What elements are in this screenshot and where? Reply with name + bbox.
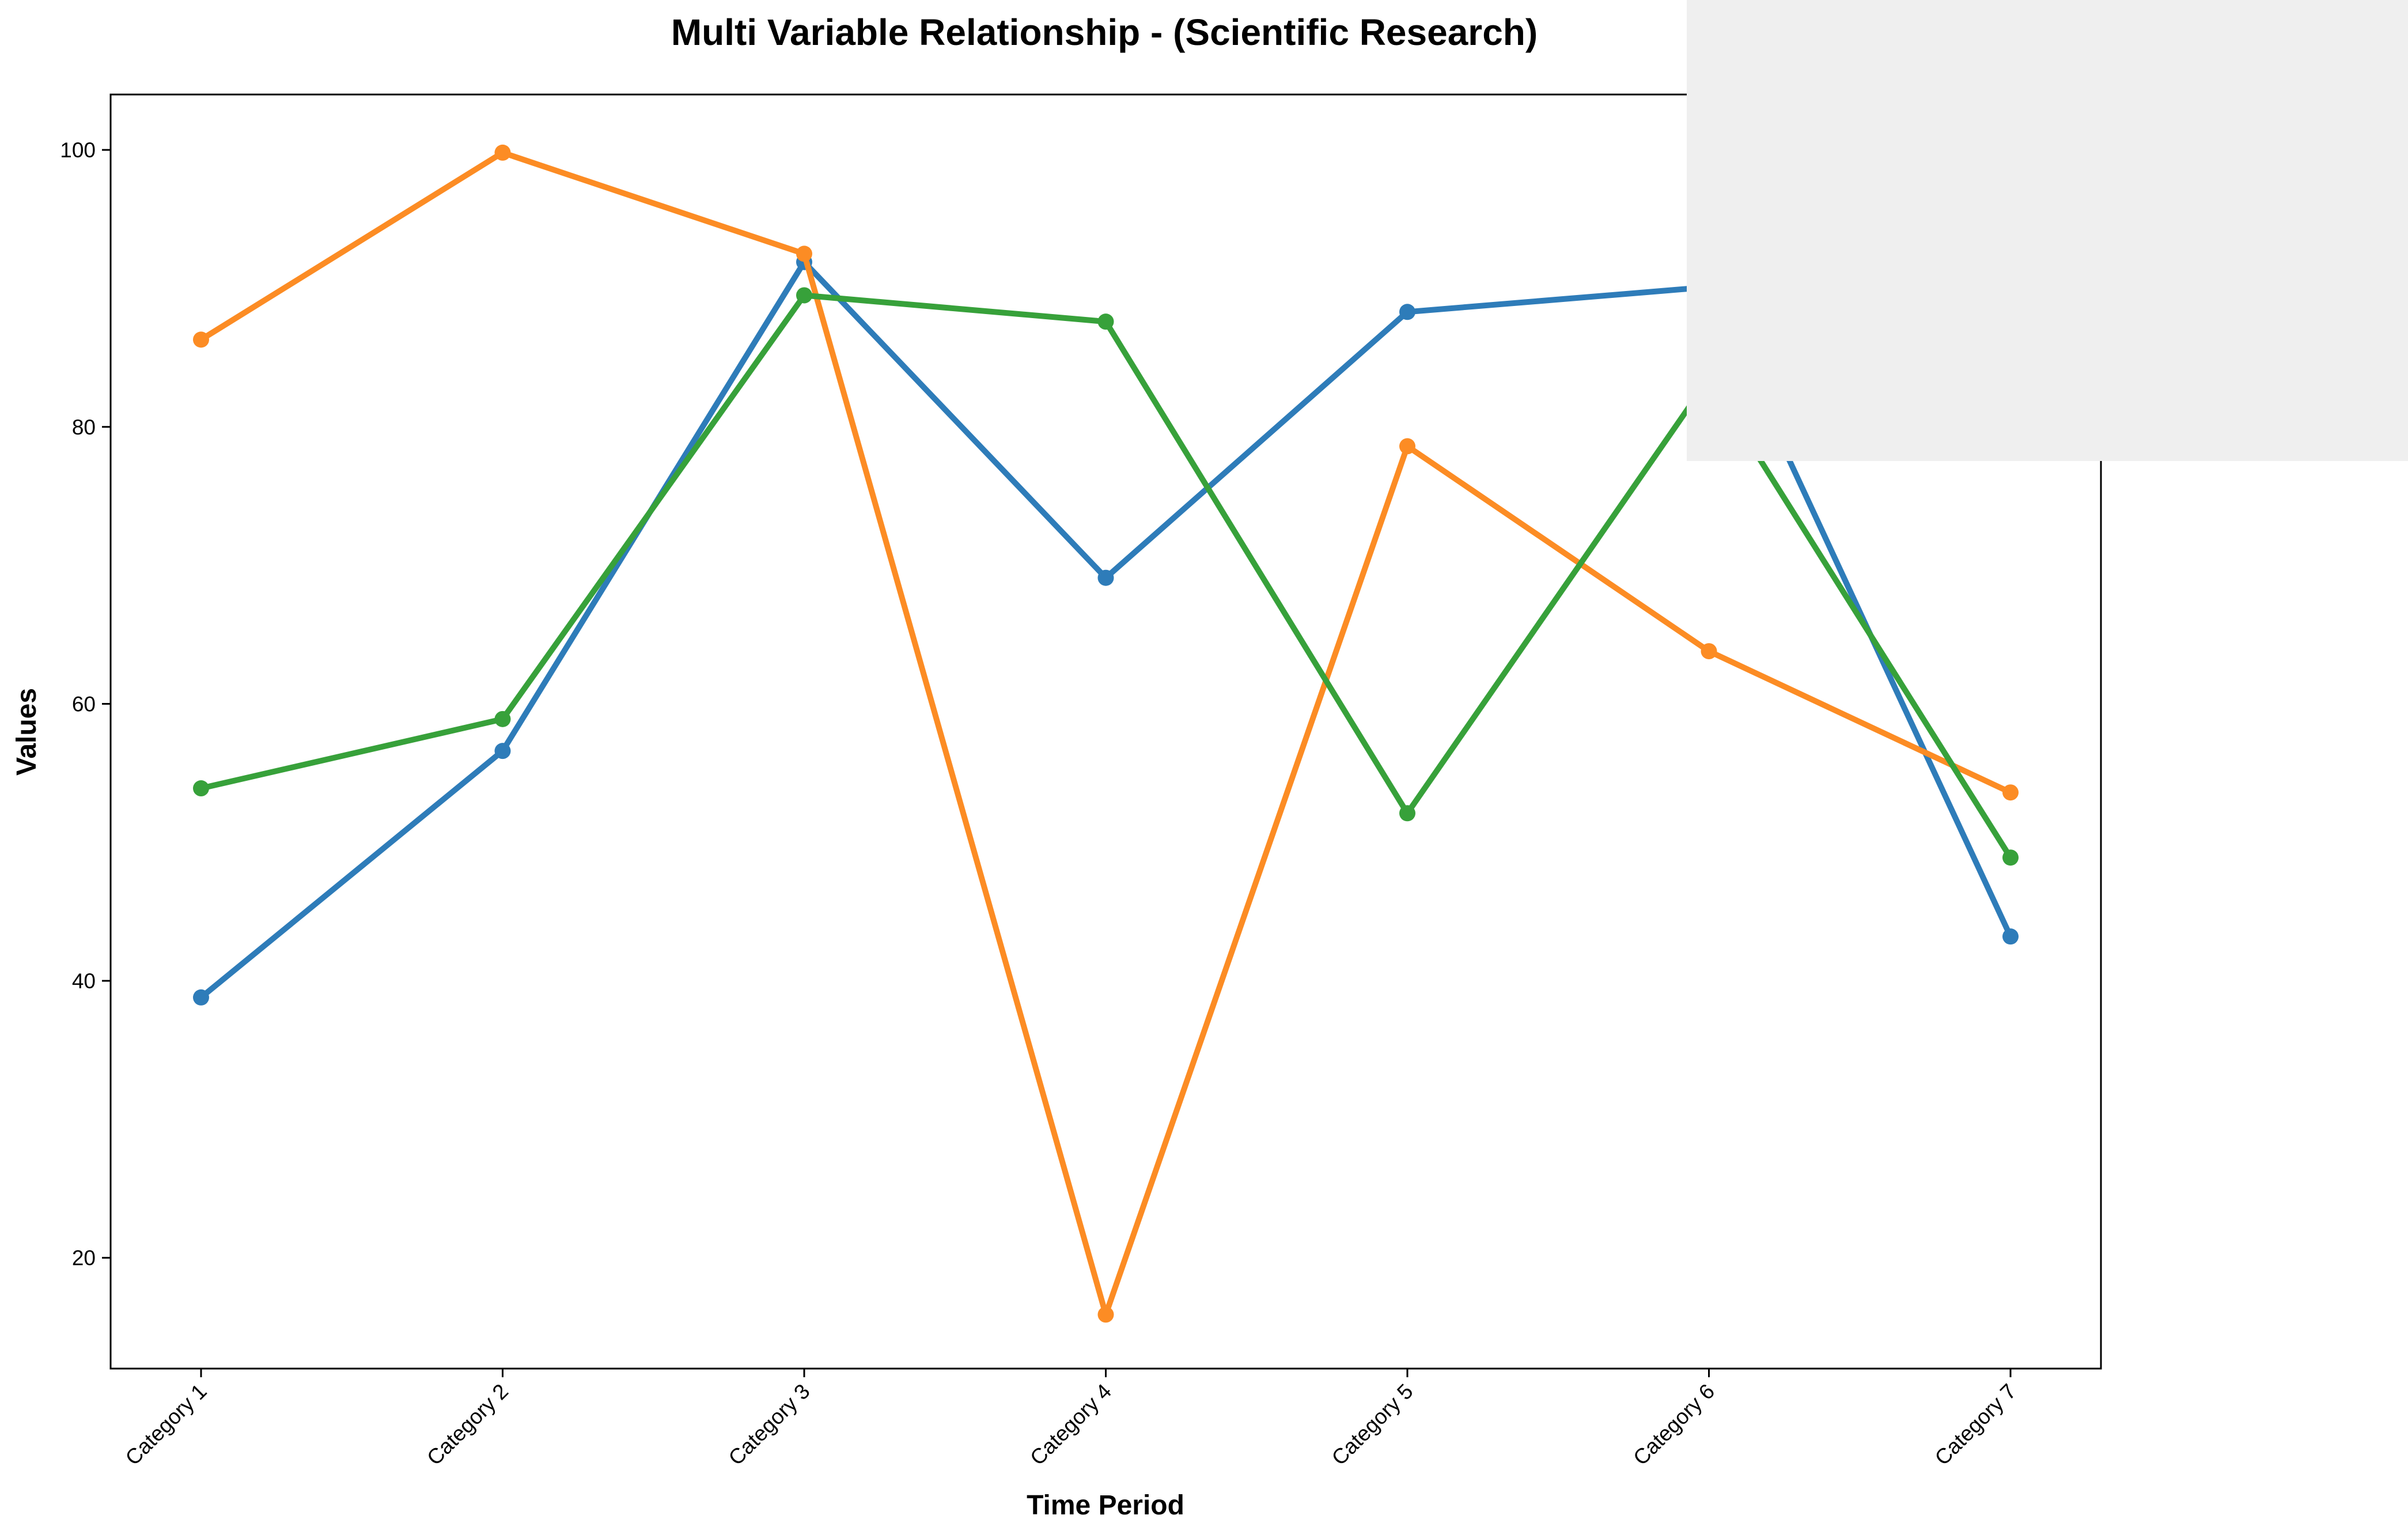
data-point xyxy=(1701,643,1717,660)
data-point xyxy=(796,287,812,304)
x-tick-label: Category 6 xyxy=(1629,1380,1719,1470)
data-point xyxy=(2002,849,2019,866)
y-tick-label: 40 xyxy=(72,969,96,993)
x-tick-label: Category 2 xyxy=(422,1380,513,1470)
data-point xyxy=(1399,304,1415,320)
data-point xyxy=(494,711,511,727)
data-point xyxy=(193,989,209,1006)
x-tick-label: Category 3 xyxy=(724,1380,815,1470)
chart-title: Multi Variable Relationship - (Scientifi… xyxy=(671,12,1538,53)
data-point xyxy=(1097,313,1114,330)
x-tick-label: Category 4 xyxy=(1025,1380,1116,1470)
x-tick-label: Category 7 xyxy=(1930,1380,2021,1470)
data-point xyxy=(1399,805,1415,822)
data-point xyxy=(796,245,812,262)
series-2 xyxy=(193,144,2019,1323)
data-point xyxy=(2002,928,2019,945)
data-point xyxy=(494,743,511,759)
y-axis-label: Values xyxy=(12,688,42,776)
y-axis: 20 40 60 80 100 xyxy=(60,138,111,1270)
data-point xyxy=(193,780,209,797)
data-point xyxy=(1097,569,1114,586)
y-tick-label: 60 xyxy=(72,692,96,716)
x-axis: Category 1 Category 2 Category 3 Category 4… xyxy=(121,1369,2021,1470)
data-point xyxy=(193,331,209,348)
data-point xyxy=(2002,784,2019,801)
y-tick-label: 20 xyxy=(72,1246,96,1270)
data-point xyxy=(1399,438,1415,455)
data-point xyxy=(494,144,511,161)
x-tick-label: Category 5 xyxy=(1327,1380,1418,1470)
y-tick-label: 80 xyxy=(72,415,96,439)
x-tick-label: Category 1 xyxy=(121,1380,211,1470)
overlay-panel xyxy=(1687,0,2408,461)
data-point xyxy=(1097,1306,1114,1323)
y-tick-label: 100 xyxy=(60,138,96,162)
x-axis-label: Time Period xyxy=(1027,1490,1184,1521)
